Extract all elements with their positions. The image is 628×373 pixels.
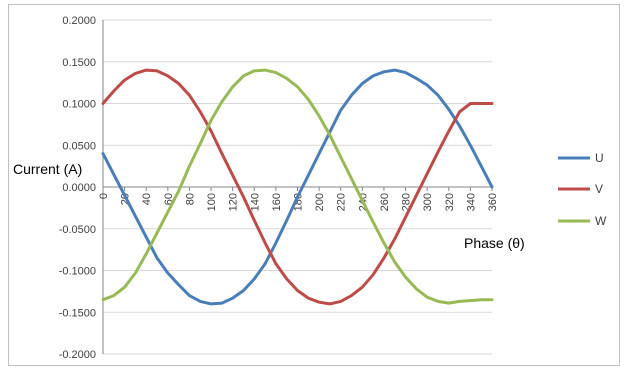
x-tick-label: 40 [141,193,153,205]
legend-label-w: W [595,214,607,228]
x-tick-label: 200 [314,193,326,211]
x-axis-ticks: 0 20 40 60 80 100 120 140 160 180 200 220 240 260 280 3… [98,187,499,211]
x-tick-label: 140 [249,193,261,211]
x-tick-label: 340 [465,193,477,211]
series-lines [101,68,494,306]
y-tick-label: 0.0000 [62,182,96,194]
legend: U V W [558,151,607,228]
y-tick-label: 0.2000 [62,15,96,27]
y-tick-label: 0.1500 [62,57,96,69]
x-tick-label: 0 [98,193,110,199]
y-tick-label: -0.0500 [59,224,96,236]
x-tick-label: 100 [206,193,218,211]
y-tick-label: -0.1000 [59,266,96,278]
y-tick-label: -0.2000 [59,349,96,361]
x-axis-title: Phase (θ) [464,235,525,251]
x-tick-label: 80 [184,193,196,205]
x-tick-label: 220 [336,193,348,211]
x-tick-label: 180 [293,193,305,211]
y-tick-label: -0.1500 [59,307,96,319]
x-tick-label: 120 [228,193,240,211]
legend-label-v: V [595,182,603,196]
y-axis-ticks: 0.2000 0.1500 0.1000 0.0500 0.0000 -0.0500 -0.… [59,15,96,361]
y-axis-title: Current (A) [13,161,82,177]
y-tick-label: 0.1000 [62,99,96,111]
series-line-v [101,68,494,306]
x-tick-label: 300 [422,193,434,211]
x-tick-label: 260 [379,193,391,211]
x-tick-label: 160 [271,193,283,211]
series-line-w [101,68,494,305]
series-line-u [101,68,494,306]
y-tick-label: 0.0500 [62,140,96,152]
x-tick-label: 320 [444,193,456,211]
chart-area [8,4,620,366]
legend-label-u: U [595,151,604,165]
x-tick-label: 360 [487,193,499,211]
